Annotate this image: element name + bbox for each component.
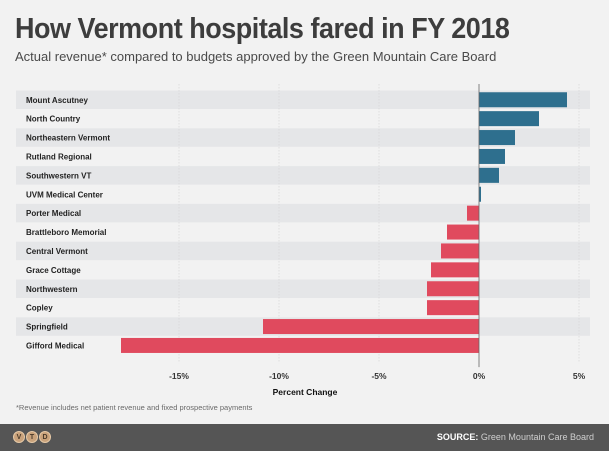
footer-bar: V T D SOURCE: Green Mountain Care Board xyxy=(0,424,609,451)
bar xyxy=(479,111,539,127)
chart-title: How Vermont hospitals fared in FY 2018 xyxy=(15,13,510,45)
category-label: Grace Cottage xyxy=(26,266,81,275)
bar xyxy=(479,148,505,164)
category-label: UVM Medical Center xyxy=(26,190,103,199)
logo-letter-d: D xyxy=(39,431,51,443)
row-band xyxy=(16,90,590,109)
bar xyxy=(479,130,515,146)
x-axis-title: Percent Change xyxy=(273,387,338,397)
chart-subtitle: Actual revenue* compared to budgets appr… xyxy=(15,49,497,64)
bar xyxy=(427,300,479,316)
x-tick-label: 0% xyxy=(473,371,486,381)
footnote: *Revenue includes net patient revenue an… xyxy=(16,403,253,412)
bar xyxy=(121,337,479,353)
x-tick-label: -15% xyxy=(169,371,189,381)
source-credit: SOURCE: Green Mountain Care Board xyxy=(437,432,594,442)
category-label: Springfield xyxy=(26,323,68,332)
category-label: North Country xyxy=(26,115,81,124)
row-band xyxy=(16,241,590,261)
x-tick-label: -10% xyxy=(269,371,289,381)
logo-letter-t: T xyxy=(26,431,38,443)
row-band xyxy=(16,203,590,223)
row-band xyxy=(16,166,590,185)
logo-letter-v: V xyxy=(13,431,25,443)
bar xyxy=(479,92,567,108)
category-label: Gifford Medical xyxy=(26,341,84,350)
category-label: Porter Medical xyxy=(26,209,81,218)
category-label: Central Vermont xyxy=(26,247,88,256)
bar xyxy=(479,167,499,183)
row-band xyxy=(16,128,590,147)
category-label: Northwestern xyxy=(26,285,78,294)
source-text: Green Mountain Care Board xyxy=(478,432,594,442)
bar xyxy=(441,243,479,259)
category-label: Mount Ascutney xyxy=(26,96,88,105)
bar xyxy=(467,205,479,221)
category-label: Copley xyxy=(26,304,53,313)
bar xyxy=(263,319,479,335)
source-label: SOURCE: xyxy=(436,432,479,442)
category-label: Rutland Regional xyxy=(26,152,92,161)
category-label: Brattleboro Memorial xyxy=(26,228,106,237)
bar xyxy=(431,262,479,278)
x-tick-label: -5% xyxy=(371,371,387,381)
bar xyxy=(479,186,481,202)
row-band xyxy=(16,279,590,298)
bar xyxy=(447,224,479,240)
bar xyxy=(427,281,479,297)
bar-chart: Mount Ascutney North Country Northeastern … xyxy=(16,84,590,397)
category-label: Northeastern Vermont xyxy=(26,134,110,143)
x-tick-label: 5% xyxy=(573,371,586,381)
vtdigger-logo: V T D xyxy=(13,431,51,443)
category-label: Southwestern VT xyxy=(26,171,91,180)
